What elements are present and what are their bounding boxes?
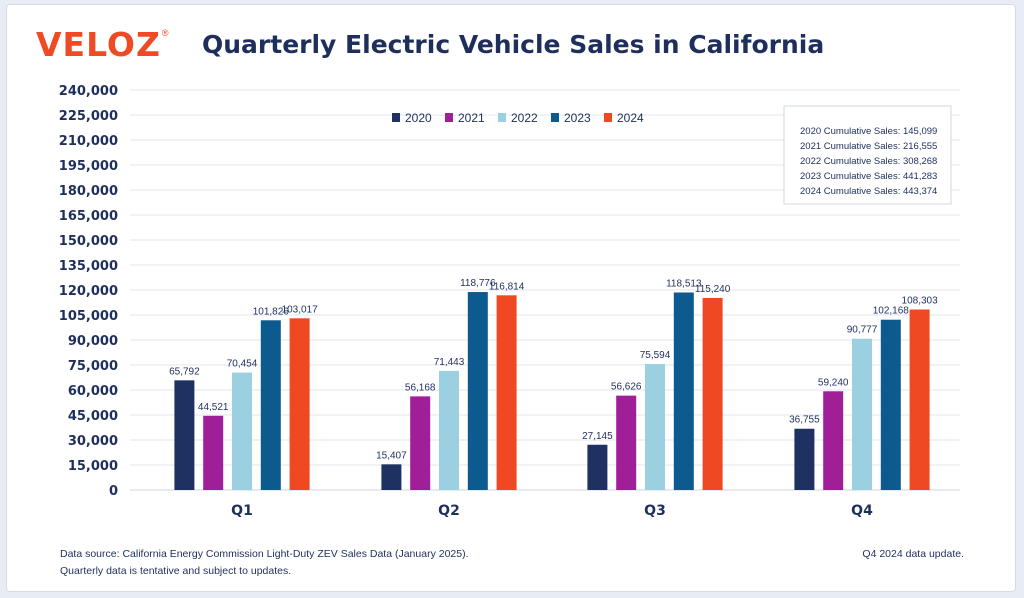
y-tick-label: 180,000	[59, 184, 118, 199]
y-tick-label: 15,000	[68, 459, 118, 474]
x-category-label: Q3	[644, 503, 666, 519]
data-label: 70,454	[227, 359, 258, 370]
legend-label-2022: 2022	[511, 111, 538, 125]
bar-2022-q3	[645, 364, 665, 490]
veloz-logo: VELOZ ®	[36, 26, 169, 66]
data-label: 75,594	[640, 350, 671, 361]
bar-2022-q4	[852, 338, 872, 490]
legend-swatch-2021	[445, 113, 453, 122]
bar-2022-q1	[232, 372, 252, 490]
data-label: 56,168	[405, 382, 436, 393]
y-tick-label: 30,000	[68, 434, 118, 449]
cumulative-sales-line: 2020 Cumulative Sales: 145,099	[800, 126, 937, 137]
y-tick-label: 150,000	[59, 234, 118, 249]
data-label: 90,777	[847, 325, 878, 336]
data-label: 116,814	[489, 281, 525, 292]
bar-2021-q2	[410, 396, 431, 490]
bar-2020-q2	[381, 464, 402, 490]
legend-swatch-2022	[498, 113, 506, 122]
legend-label-2021: 2021	[458, 111, 485, 125]
y-tick-label: 0	[109, 484, 118, 499]
footer-source-line-2: Quarterly data is tentative and subject …	[60, 565, 292, 577]
data-label: 101,826	[253, 306, 290, 317]
data-label: 44,521	[198, 402, 229, 413]
cumulative-sales-line: 2021 Cumulative Sales: 216,555	[800, 141, 937, 152]
data-label: 36,755	[789, 415, 820, 426]
logo-wordmark: VELOZ	[36, 25, 161, 64]
y-tick-label: 195,000	[59, 159, 118, 174]
x-category-label: Q1	[231, 503, 253, 519]
footer-source-line-1: Data source: California Energy Commissio…	[60, 548, 469, 560]
y-tick-label: 75,000	[68, 359, 118, 374]
bar-2021-q3	[616, 395, 637, 490]
bar-2023-q3	[673, 292, 694, 490]
y-tick-label: 135,000	[59, 259, 118, 274]
y-tick-label: 240,000	[59, 84, 118, 99]
y-tick-label: 165,000	[59, 209, 118, 224]
data-label: 103,017	[282, 304, 319, 315]
data-label: 27,145	[582, 431, 613, 442]
cumulative-sales-line: 2024 Cumulative Sales: 443,374	[800, 186, 937, 197]
registered-mark: ®	[161, 28, 169, 38]
footer-update-note: Q4 2024 data update.	[862, 548, 964, 560]
legend-label-2020: 2020	[405, 111, 432, 125]
data-label: 56,626	[611, 382, 642, 393]
bar-2022-q2	[439, 370, 459, 490]
footer-source: Data source: California Energy Commissio…	[60, 546, 469, 580]
data-label: 71,443	[434, 357, 465, 368]
bar-2023-q4	[880, 319, 901, 490]
bar-2023-q1	[260, 320, 281, 490]
bar-2020-q1	[174, 380, 195, 490]
legend-swatch-2020	[392, 113, 400, 122]
data-label: 65,792	[169, 366, 200, 377]
y-tick-label: 60,000	[68, 384, 118, 399]
data-label: 102,168	[873, 306, 910, 317]
y-tick-label: 105,000	[59, 309, 118, 324]
legend-label-2024: 2024	[617, 111, 644, 125]
bar-2023-q2	[467, 292, 488, 490]
x-category-label: Q2	[438, 503, 460, 519]
page-title: Quarterly Electric Vehicle Sales in Cali…	[202, 30, 825, 59]
bar-2020-q3	[587, 444, 608, 490]
legend-label-2023: 2023	[564, 111, 591, 125]
data-label: 59,240	[818, 377, 849, 388]
bar-2024-q1	[289, 318, 310, 490]
cumulative-sales-line: 2023 Cumulative Sales: 441,283	[800, 171, 937, 182]
data-label: 118,776	[460, 278, 496, 289]
y-tick-label: 45,000	[68, 409, 118, 424]
bar-2020-q4	[794, 428, 815, 490]
legend-swatch-2023	[551, 113, 559, 122]
data-label: 15,407	[376, 450, 407, 461]
y-tick-label: 90,000	[68, 334, 118, 349]
bar-2024-q4	[909, 309, 930, 490]
data-label: 115,240	[695, 284, 731, 295]
cumulative-sales-line: 2022 Cumulative Sales: 308,268	[800, 156, 937, 167]
legend-swatch-2024	[604, 113, 612, 122]
data-label: 118,513	[666, 278, 702, 289]
bar-2021-q4	[823, 391, 844, 490]
y-tick-label: 210,000	[59, 134, 118, 149]
y-tick-label: 120,000	[59, 284, 118, 299]
cumulative-sales-box	[783, 105, 952, 205]
data-label: 108,303	[902, 295, 939, 306]
bar-2021-q1	[203, 415, 224, 490]
y-tick-label: 225,000	[59, 109, 118, 124]
x-category-label: Q4	[851, 503, 873, 519]
bar-2024-q3	[702, 297, 723, 490]
bar-2024-q2	[496, 295, 517, 490]
